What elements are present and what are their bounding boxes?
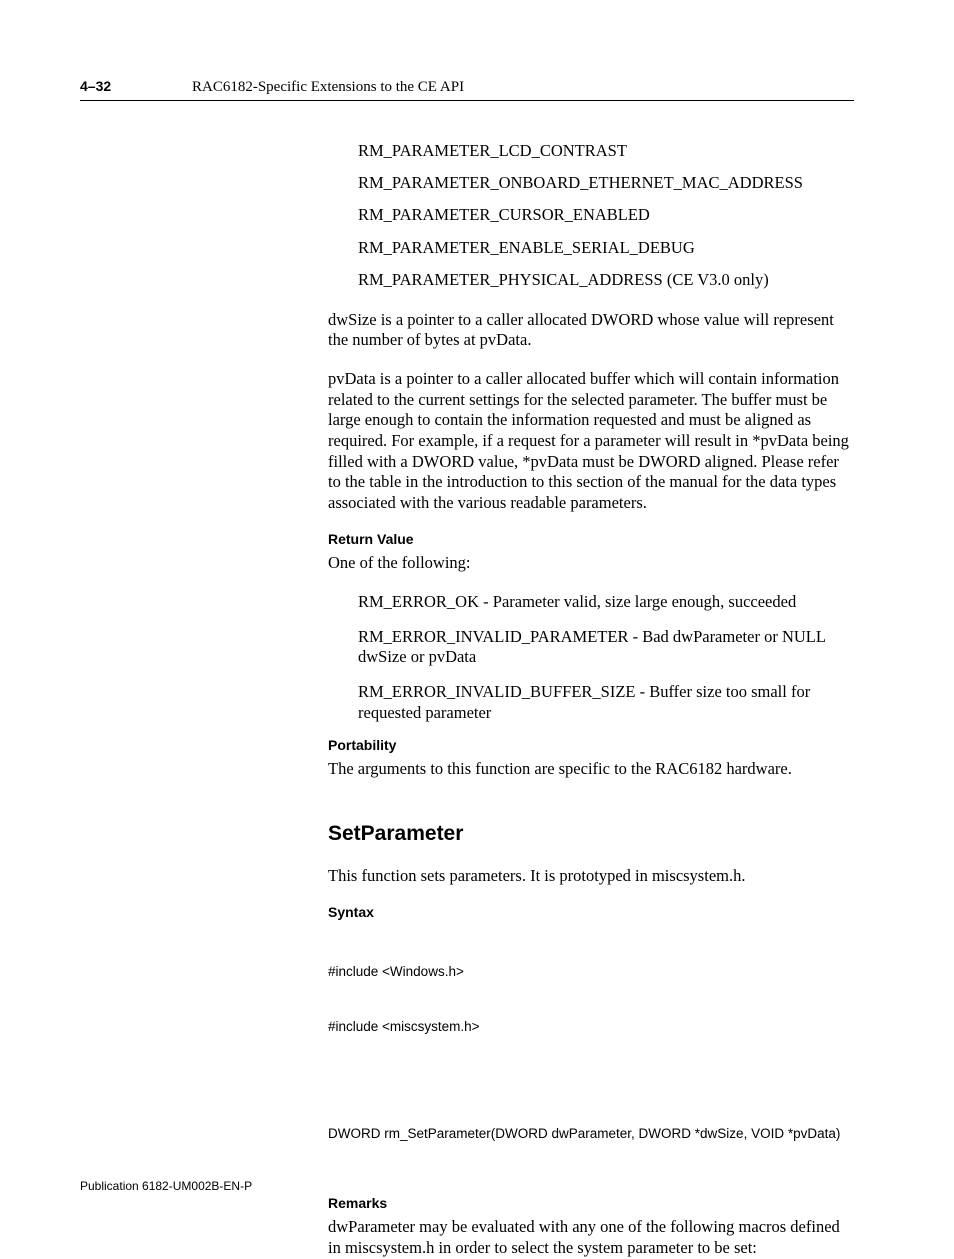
content-area: RM_PARAMETER_LCD_CONTRAST RM_PARAMETER_O… [328, 135, 854, 1259]
prototype-line: DWORD rm_SetParameter(DWORD dwParameter,… [328, 1125, 854, 1143]
page-container: 4–32 RAC6182-Specific Extensions to the … [0, 0, 954, 1259]
syntax-includes: #include <Windows.h> #include <miscsyste… [328, 926, 854, 1072]
pvdata-paragraph: pvData is a pointer to a caller allocate… [328, 369, 854, 513]
parameter-item: RM_PARAMETER_LCD_CONTRAST [358, 135, 854, 167]
page-number: 4–32 [80, 78, 192, 94]
parameter-item: RM_PARAMETER_ENABLE_SERIAL_DEBUG [358, 232, 854, 264]
remarks-text: dwParameter may be evaluated with any on… [328, 1217, 854, 1258]
include-line: #include <miscsystem.h> [328, 1018, 854, 1036]
header-title: RAC6182-Specific Extensions to the CE AP… [192, 79, 464, 96]
return-item: RM_ERROR_OK - Parameter valid, size larg… [358, 592, 854, 613]
syntax-prototype: DWORD rm_SetParameter(DWORD dwParameter,… [328, 1088, 854, 1179]
syntax-heading: Syntax [328, 904, 854, 920]
page-header: 4–32 RAC6182-Specific Extensions to the … [80, 78, 854, 101]
include-line: #include <Windows.h> [328, 963, 854, 981]
remarks-heading: Remarks [328, 1195, 854, 1211]
portability-heading: Portability [328, 737, 854, 753]
section-title: SetParameter [328, 822, 854, 846]
parameter-item: RM_PARAMETER_CURSOR_ENABLED [358, 199, 854, 231]
section-intro: This function sets parameters. It is pro… [328, 866, 854, 887]
parameter-list: RM_PARAMETER_LCD_CONTRAST RM_PARAMETER_O… [358, 135, 854, 296]
parameter-item: RM_PARAMETER_ONBOARD_ETHERNET_MAC_ADDRES… [358, 167, 854, 199]
publication-footer: Publication 6182-UM002B-EN-P [80, 1179, 252, 1193]
return-item: RM_ERROR_INVALID_PARAMETER - Bad dwParam… [358, 627, 854, 668]
return-value-list: RM_ERROR_OK - Parameter valid, size larg… [358, 592, 854, 723]
parameter-item: RM_PARAMETER_PHYSICAL_ADDRESS (CE V3.0 o… [358, 264, 854, 296]
return-value-intro: One of the following: [328, 553, 854, 574]
return-value-heading: Return Value [328, 531, 854, 547]
portability-text: The arguments to this function are speci… [328, 759, 854, 780]
dwsize-paragraph: dwSize is a pointer to a caller allocate… [328, 310, 854, 351]
return-item: RM_ERROR_INVALID_BUFFER_SIZE - Buffer si… [358, 682, 854, 723]
